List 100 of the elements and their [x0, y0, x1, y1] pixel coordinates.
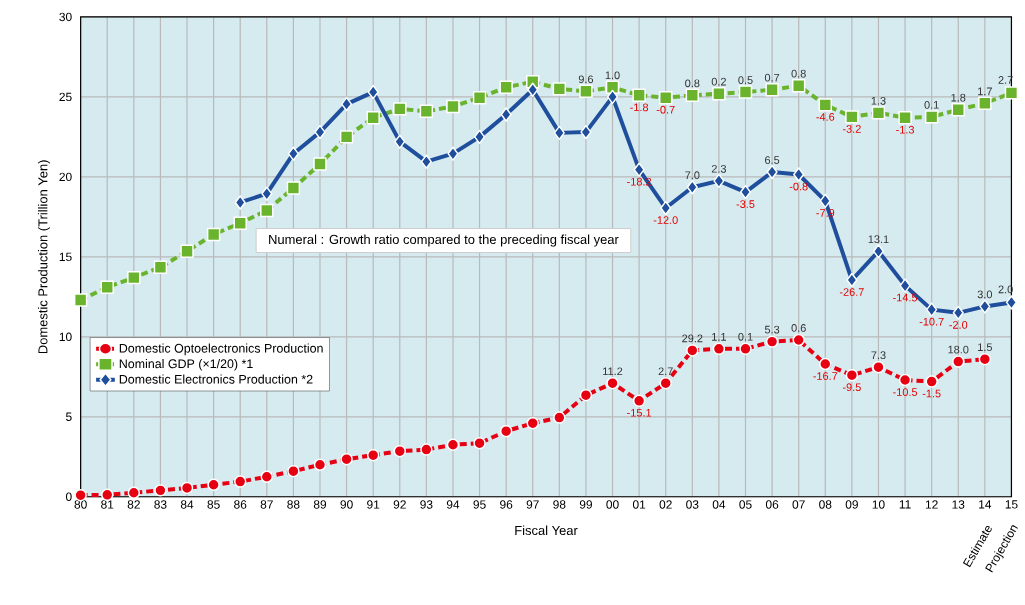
x-tick-label: 95 [473, 500, 486, 509]
x-tick-label: 11 [899, 500, 911, 509]
x-tick-label: 12 [925, 500, 938, 509]
point [606, 376, 619, 390]
point [446, 99, 460, 114]
point [713, 173, 725, 188]
point [818, 98, 832, 112]
point [446, 438, 460, 451]
point [499, 424, 513, 438]
annotation: 1.0 [605, 71, 620, 80]
point [447, 146, 459, 161]
point [978, 96, 992, 110]
point [552, 82, 567, 96]
annotation: -3.2 [842, 124, 861, 133]
point [978, 352, 992, 366]
point [260, 203, 274, 218]
point [1004, 86, 1019, 100]
point [952, 355, 965, 368]
point [845, 110, 859, 124]
x-tick-label: 04 [712, 500, 726, 509]
annotation: 7.3 [871, 351, 886, 359]
x-tick-label: 05 [739, 500, 752, 509]
annotation: -10.7 [919, 317, 944, 326]
point [739, 184, 752, 200]
y-axis-title: Domestic Production (Trillion Yen) [37, 160, 51, 353]
x-tick-label: 15 [1005, 500, 1018, 509]
point [154, 484, 167, 497]
annotation: 11.2 [603, 367, 623, 375]
x-tick-label: 00 [606, 500, 619, 509]
y-tick-label: 0 [65, 492, 72, 501]
point [819, 193, 831, 208]
point [473, 436, 486, 450]
point [686, 179, 698, 195]
annotation: 5.3 [764, 325, 780, 334]
point [579, 388, 593, 402]
point [340, 96, 353, 112]
x-tick-label: 10 [872, 500, 885, 509]
point [925, 375, 938, 388]
point [899, 278, 911, 293]
annotation: 1.7 [978, 87, 992, 95]
x-tick-label: 97 [526, 500, 539, 509]
point [738, 85, 753, 99]
point [632, 394, 646, 407]
point [791, 78, 806, 93]
point [261, 186, 273, 201]
point [366, 110, 380, 125]
annotation: 0.8 [791, 69, 806, 78]
x-tick-label: 98 [553, 500, 566, 509]
annotation: -1.3 [896, 125, 915, 134]
point [765, 335, 779, 348]
point [1005, 295, 1018, 310]
annotation: 0.7 [764, 73, 780, 82]
point [739, 342, 752, 355]
point [686, 344, 699, 357]
point [658, 90, 673, 105]
point [500, 107, 512, 122]
point [234, 195, 246, 210]
annotation: -26.7 [839, 288, 864, 296]
annotation: 9.6 [578, 75, 594, 84]
annotation: -12.0 [653, 216, 678, 224]
point [260, 470, 274, 483]
annotation: -3.5 [736, 200, 755, 208]
annotation: 13.1 [868, 235, 889, 243]
point [553, 125, 565, 140]
annotation: 3.0 [977, 290, 993, 299]
point [685, 88, 700, 102]
x-tick-label: 13 [952, 500, 965, 509]
annotation: 0.8 [685, 79, 700, 88]
annotation: -0.8 [789, 182, 808, 191]
annotation: -1.8 [630, 103, 649, 112]
point [632, 88, 646, 102]
point [580, 124, 592, 140]
point [526, 416, 539, 430]
annotation: -4.6 [816, 112, 835, 121]
x-tick-label: 84 [180, 500, 194, 509]
point [846, 272, 858, 288]
point [233, 216, 247, 230]
point [419, 104, 434, 118]
point [499, 80, 513, 94]
x-tick-label: 87 [260, 500, 273, 509]
annotation: -16.7 [813, 372, 838, 380]
annotation: -0.7 [656, 105, 675, 114]
annotation: -15.1 [627, 408, 652, 417]
point [127, 486, 141, 499]
point [898, 373, 912, 387]
x-tick-label: 90 [340, 500, 353, 509]
point [633, 162, 645, 177]
point [393, 102, 407, 116]
point [766, 164, 778, 180]
point [926, 302, 938, 317]
point [207, 478, 220, 491]
point [420, 154, 432, 169]
x-tick-label: 91 [367, 500, 380, 509]
point [765, 82, 779, 97]
point [527, 82, 539, 97]
point [314, 124, 326, 140]
y-tick-label: 5 [65, 412, 72, 421]
x-tick-label: 88 [287, 500, 300, 509]
point [73, 293, 88, 307]
y-tick-label: 15 [59, 252, 72, 261]
